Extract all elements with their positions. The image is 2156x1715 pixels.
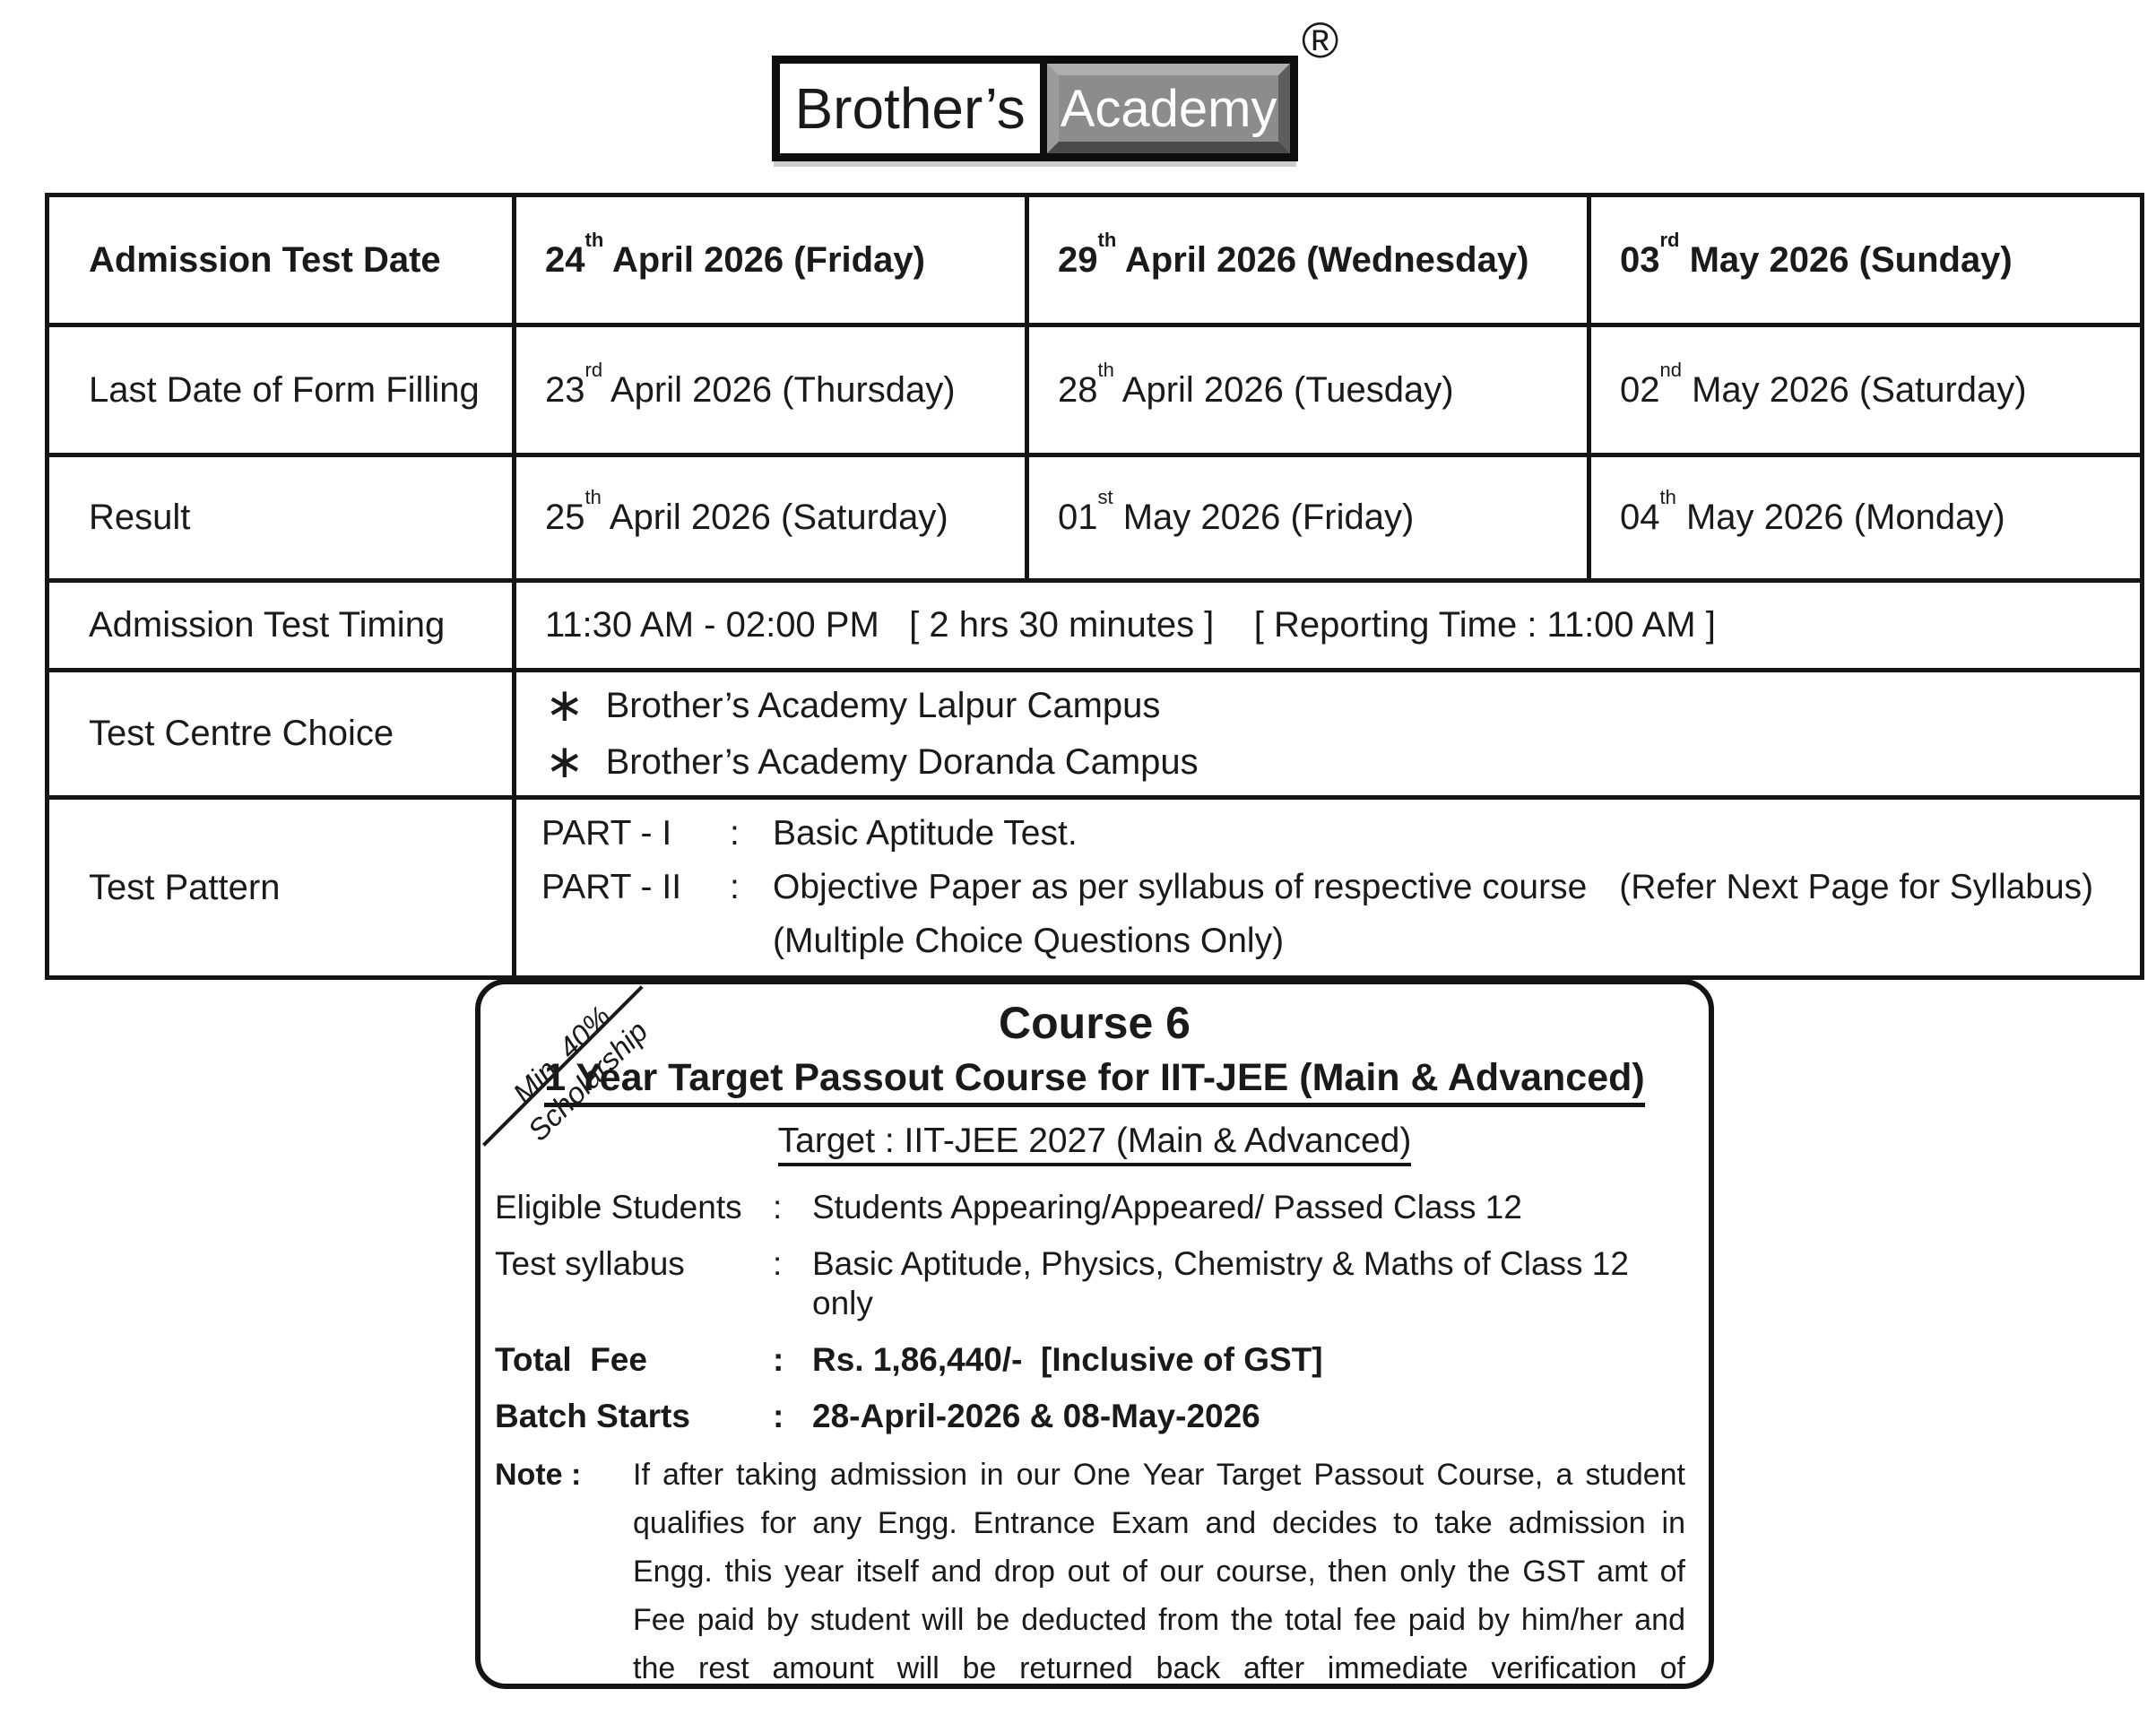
- field-colon: :: [773, 1189, 783, 1226]
- pattern-part2-text: Objective Paper as per syllabus of respe…: [773, 868, 1588, 906]
- pattern-part1-text: Basic Aptitude Test.: [773, 814, 1078, 853]
- date-rest: May 2026 (Monday): [1675, 498, 2005, 537]
- field-label-syllabus: Test syllabus: [495, 1245, 685, 1282]
- form-filling-date-1: 23rd April 2026 (Thursday): [512, 323, 1029, 457]
- field-value-batch-starts: 28-April-2026 & 08-May-2026: [812, 1398, 1260, 1434]
- centre-option-1: ∗ Brother’s Academy Lalpur Campus: [545, 682, 2140, 729]
- field-colon: :: [773, 1398, 784, 1434]
- field-value-eligible: Students Appearing/Appeared/ Passed Clas…: [812, 1189, 1522, 1226]
- course-fields: Eligible Students : Students Appearing/A…: [495, 1188, 1694, 1436]
- pattern-part2-colon: :: [730, 868, 740, 906]
- admission-schedule-table: Admission Test Date 24th April 2026 (Fri…: [45, 193, 2144, 980]
- date-rest: April 2026 (Friday): [603, 239, 925, 280]
- form-filling-date-2: 28th April 2026 (Tuesday): [1025, 323, 1591, 457]
- date-number: 03: [1620, 239, 1660, 280]
- table-row-timing: Admission Test Timing 11:30 AM - 02:00 P…: [45, 578, 2144, 672]
- pattern-grid: PART - I : Basic Aptitude Test. PART - I…: [541, 814, 2124, 961]
- course-title: Course 6: [999, 998, 1191, 1048]
- row-label-result: Result: [45, 453, 516, 583]
- pattern-part1-colon: :: [730, 814, 740, 853]
- test-date-3: 03rd May 2026 (Sunday): [1587, 193, 2144, 327]
- date-ordinal: th: [1097, 228, 1117, 251]
- pattern-part2-aside: (Refer Next Page for Syllabus): [1619, 868, 2094, 906]
- brand-name-right: Academy: [1040, 64, 1290, 153]
- date-number: 25: [545, 498, 585, 537]
- course-subtitle-wrap: 1 Year Target Passout Course for IIT-JEE…: [481, 1056, 1709, 1107]
- centre-options: ∗ Brother’s Academy Lalpur Campus ∗ Brot…: [512, 668, 2144, 800]
- timing-value: 11:30 AM - 02:00 PM [ 2 hrs 30 minutes ]…: [512, 578, 2144, 672]
- date-ordinal: st: [1097, 486, 1113, 509]
- date-ordinal: rd: [584, 358, 603, 381]
- result-date-2: 01st May 2026 (Friday): [1025, 453, 1591, 583]
- date-rest: April 2026 (Saturday): [601, 498, 948, 537]
- date-number: 04: [1620, 498, 1660, 537]
- date-ordinal: th: [1097, 358, 1114, 381]
- registered-trademark-symbol: ®: [1302, 12, 1339, 68]
- pattern-part2-sub: (Multiple Choice Questions Only): [773, 922, 1285, 960]
- centre-option-2: ∗ Brother’s Academy Doranda Campus: [545, 739, 2140, 785]
- result-date-1: 25th April 2026 (Saturday): [512, 453, 1029, 583]
- date-rest: April 2026 (Wednesday): [1116, 239, 1529, 280]
- date-number: 24: [545, 239, 585, 280]
- course-target-wrap: Target : IIT-JEE 2027 (Main & Advanced): [481, 1122, 1709, 1166]
- brand-name-left: Brother’s: [780, 64, 1041, 153]
- date-rest: May 2026 (Friday): [1113, 498, 1415, 537]
- pattern-part2-line: Objective Paper as per syllabus of respe…: [773, 868, 2124, 907]
- row-label-centre: Test Centre Choice: [45, 668, 516, 800]
- test-date-2: 29th April 2026 (Wednesday): [1025, 193, 1591, 327]
- date-ordinal: rd: [1659, 228, 1680, 251]
- note-label: Note :: [495, 1458, 582, 1492]
- date-rest: May 2026 (Sunday): [1679, 239, 2013, 280]
- pattern-part2-name: PART - II: [541, 868, 682, 906]
- row-label-test-date: Admission Test Date: [45, 193, 516, 327]
- table-row-centre: Test Centre Choice ∗ Brother’s Academy L…: [45, 668, 2144, 800]
- date-ordinal: nd: [1659, 358, 1682, 381]
- field-value-syllabus: Basic Aptitude, Physics, Chemistry & Mat…: [812, 1245, 1639, 1321]
- table-row-form-filling: Last Date of Form Filling 23rd April 202…: [45, 323, 2144, 457]
- course-target: Target : IIT-JEE 2027 (Main & Advanced): [777, 1122, 1412, 1166]
- asterisk-bullet-icon: ∗: [545, 680, 584, 732]
- date-number: 02: [1620, 369, 1660, 410]
- date-number: 01: [1058, 498, 1098, 537]
- date-ordinal: th: [584, 228, 604, 251]
- date-ordinal: th: [584, 486, 602, 509]
- date-rest: April 2026 (Thursday): [602, 369, 956, 410]
- date-rest: May 2026 (Saturday): [1681, 369, 2027, 410]
- field-value-total-fee: Rs. 1,86,440/- [Inclusive of GST]: [812, 1341, 1323, 1378]
- date-number: 28: [1058, 369, 1098, 410]
- row-label-form-filling: Last Date of Form Filling: [45, 323, 516, 457]
- table-row-test-date: Admission Test Date 24th April 2026 (Fri…: [45, 193, 2144, 327]
- result-date-3: 04th May 2026 (Monday): [1587, 453, 2144, 583]
- field-label-eligible: Eligible Students: [495, 1189, 742, 1226]
- course-6-panel: Min. 40% Scholarship Course 6 1 Year Tar…: [475, 979, 1714, 1689]
- pattern-details: PART - I : Basic Aptitude Test. PART - I…: [512, 795, 2144, 980]
- field-label-batch-starts: Batch Starts: [495, 1398, 690, 1434]
- note-text: If after taking admission in our One Yea…: [633, 1458, 1685, 1685]
- row-label-pattern: Test Pattern: [45, 795, 516, 980]
- brand-left-text: Brother’s: [794, 76, 1026, 141]
- field-colon: :: [773, 1245, 783, 1282]
- asterisk-bullet-icon: ∗: [545, 736, 584, 788]
- date-rest: April 2026 (Tuesday): [1113, 369, 1454, 410]
- brand-logo: Brother’s Academy: [772, 56, 1298, 161]
- centre-option-2-text: Brother’s Academy Doranda Campus: [605, 741, 1199, 782]
- brand-right-text: Academy: [1060, 79, 1277, 138]
- date-ordinal: th: [1659, 486, 1676, 509]
- date-number: 29: [1058, 239, 1098, 280]
- table-row-pattern: Test Pattern PART - I : Basic Aptitude T…: [45, 795, 2144, 980]
- row-label-timing: Admission Test Timing: [45, 578, 516, 672]
- field-colon: :: [773, 1341, 784, 1378]
- centre-option-1-text: Brother’s Academy Lalpur Campus: [605, 685, 1161, 725]
- course-subtitle: 1 Year Target Passout Course for IIT-JEE…: [544, 1056, 1645, 1107]
- table-row-result: Result 25th April 2026 (Saturday) 01st M…: [45, 453, 2144, 583]
- brand-right-bevel: Academy: [1047, 64, 1290, 153]
- form-filling-date-3: 02nd May 2026 (Saturday): [1587, 323, 2144, 457]
- test-date-1: 24th April 2026 (Friday): [512, 193, 1029, 327]
- course-note: Note : If after taking admission in our …: [495, 1451, 1694, 1685]
- date-number: 23: [545, 369, 585, 410]
- pattern-part1-name: PART - I: [541, 814, 672, 853]
- field-label-total-fee: Total Fee: [495, 1341, 647, 1378]
